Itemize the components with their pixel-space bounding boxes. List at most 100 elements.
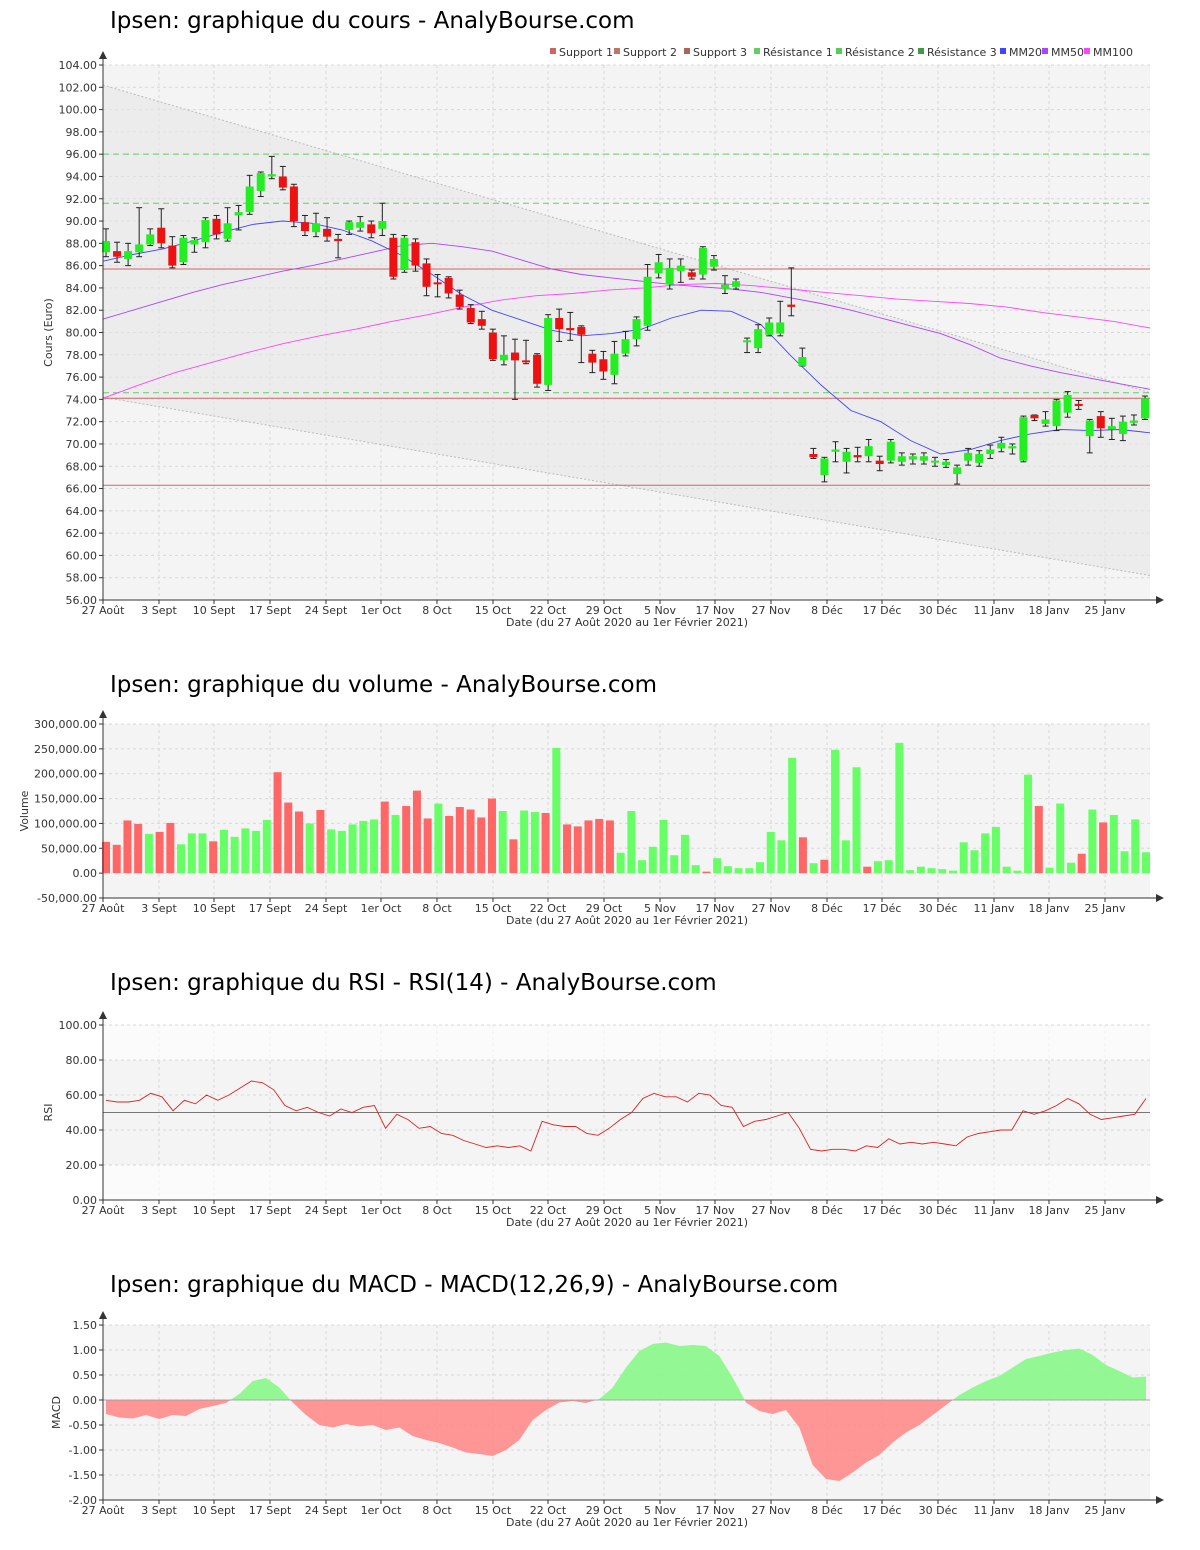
volume-bar	[1099, 822, 1108, 874]
y-tick-label: 104.00	[59, 59, 98, 72]
volume-bar	[273, 772, 282, 874]
x-tick-label: 17 Sept	[249, 902, 292, 915]
volume-bar	[584, 820, 593, 874]
x-axis-label: Date (du 27 Août 2020 au 1er Février 202…	[506, 1516, 748, 1529]
x-tick-label: 25 Janv	[1085, 1504, 1126, 1517]
volume-bar	[466, 809, 475, 874]
y-axis-arrow	[99, 1311, 107, 1319]
volume-bar	[895, 742, 904, 874]
volume-bar	[627, 811, 636, 874]
candle-body	[842, 451, 851, 462]
macd-chart-panel: Ipsen: graphique du MACD - MACD(12,26,9)…	[0, 1250, 1200, 1550]
volume-bar	[123, 820, 132, 874]
candle-body	[897, 456, 906, 462]
y-axis-arrow	[99, 1011, 107, 1019]
volume-bar	[702, 871, 711, 874]
x-tick-label: 5 Nov	[644, 1204, 676, 1217]
x-tick-label: 27 Nov	[752, 902, 791, 915]
x-tick-label: 27 Nov	[752, 604, 791, 617]
x-tick-label: 24 Sept	[305, 902, 348, 915]
volume-bar	[648, 846, 657, 874]
x-tick-label: 11 Janv	[974, 604, 1015, 617]
x-tick-label: 27 Nov	[752, 1504, 791, 1517]
candle-body	[312, 223, 321, 233]
mm50-line	[102, 242, 1151, 390]
y-tick-label: 56.00	[66, 594, 98, 607]
volume-bar	[219, 829, 228, 874]
y-axis-label: MACD	[50, 1396, 63, 1429]
macd-negative-area	[106, 1400, 231, 1419]
candle-body	[610, 353, 619, 375]
y-tick-label: 0.00	[73, 867, 98, 880]
x-tick-label: 8 Oct	[422, 902, 452, 915]
x-tick-label: 22 Oct	[530, 1204, 567, 1217]
x-tick-label: 5 Nov	[644, 1504, 676, 1517]
volume-bar	[670, 855, 679, 874]
y-tick-label: 50,000.00	[41, 842, 97, 855]
candle-body	[676, 265, 685, 272]
candle-body	[113, 251, 122, 257]
volume-bar	[809, 863, 818, 874]
volume-bar	[841, 840, 850, 874]
volume-bar	[198, 833, 207, 874]
y-tick-label: 66.00	[66, 483, 98, 496]
volume-chart-title: Ipsen: graphique du volume - AnalyBourse…	[110, 672, 657, 698]
x-tick-label: 17 Sept	[249, 1504, 292, 1517]
rsi-chart-panel: Ipsen: graphique du RSI - RSI(14) - Anal…	[0, 950, 1200, 1240]
volume-bar	[573, 826, 582, 874]
y-tick-label: 102.00	[59, 81, 98, 94]
candle-body	[278, 176, 287, 188]
y-tick-label: 100,000.00	[34, 817, 97, 830]
candle-body	[720, 284, 729, 290]
candle-body	[798, 357, 807, 366]
volume-bar	[1142, 852, 1150, 874]
candle-body	[743, 340, 752, 343]
candle-body	[1019, 417, 1028, 461]
volume-bar	[1109, 814, 1118, 874]
trend-channel-upper	[102, 84, 1151, 394]
volume-bar	[745, 868, 754, 874]
volume-bar	[423, 818, 432, 874]
x-tick-label: 22 Oct	[530, 604, 567, 617]
candle-body	[864, 446, 873, 457]
legend-swatch	[550, 48, 556, 54]
x-tick-label: 27 Août	[82, 1504, 126, 1517]
volume-bar	[1131, 819, 1140, 874]
candle-body	[942, 461, 951, 466]
candle-body	[588, 353, 597, 363]
y-tick-label: 100.00	[59, 104, 98, 117]
x-tick-label: 17 Nov	[696, 604, 735, 617]
candle-body	[1141, 398, 1149, 419]
volume-bar	[970, 850, 979, 874]
candle-body	[875, 460, 884, 465]
candle-body	[267, 174, 276, 177]
macd-chart-title: Ipsen: graphique du MACD - MACD(12,26,9)…	[110, 1272, 839, 1298]
x-tick-label: 11 Janv	[974, 1504, 1015, 1517]
y-tick-label: 200,000.00	[34, 768, 97, 781]
volume-bar	[734, 868, 743, 874]
volume-bar	[981, 833, 990, 874]
candle-body	[1008, 446, 1017, 449]
candle-body	[256, 173, 265, 191]
candle-body	[168, 245, 177, 266]
volume-bar	[1088, 809, 1097, 874]
candle-body	[1085, 420, 1094, 437]
candle-body	[1118, 421, 1127, 434]
candle-body	[522, 360, 531, 363]
candle-body	[698, 247, 707, 275]
x-tick-label: 29 Oct	[586, 902, 623, 915]
x-tick-label: 10 Sept	[193, 902, 236, 915]
candle-body	[389, 237, 398, 277]
volume-bar	[359, 820, 368, 874]
volume-bar	[713, 858, 722, 874]
volume-bar	[541, 812, 550, 874]
volume-bar	[412, 790, 421, 874]
price-chart: 104.00 102.00 100.00 98.00 96.00 94.00 92.00 90…	[42, 46, 1164, 629]
volume-bar	[209, 841, 218, 874]
x-tick-label: 17 Nov	[696, 902, 735, 915]
volume-bar	[638, 860, 647, 874]
candle-body	[245, 186, 254, 213]
volume-bar	[820, 859, 829, 874]
candle-body	[1074, 403, 1083, 407]
candle-body	[334, 238, 343, 242]
